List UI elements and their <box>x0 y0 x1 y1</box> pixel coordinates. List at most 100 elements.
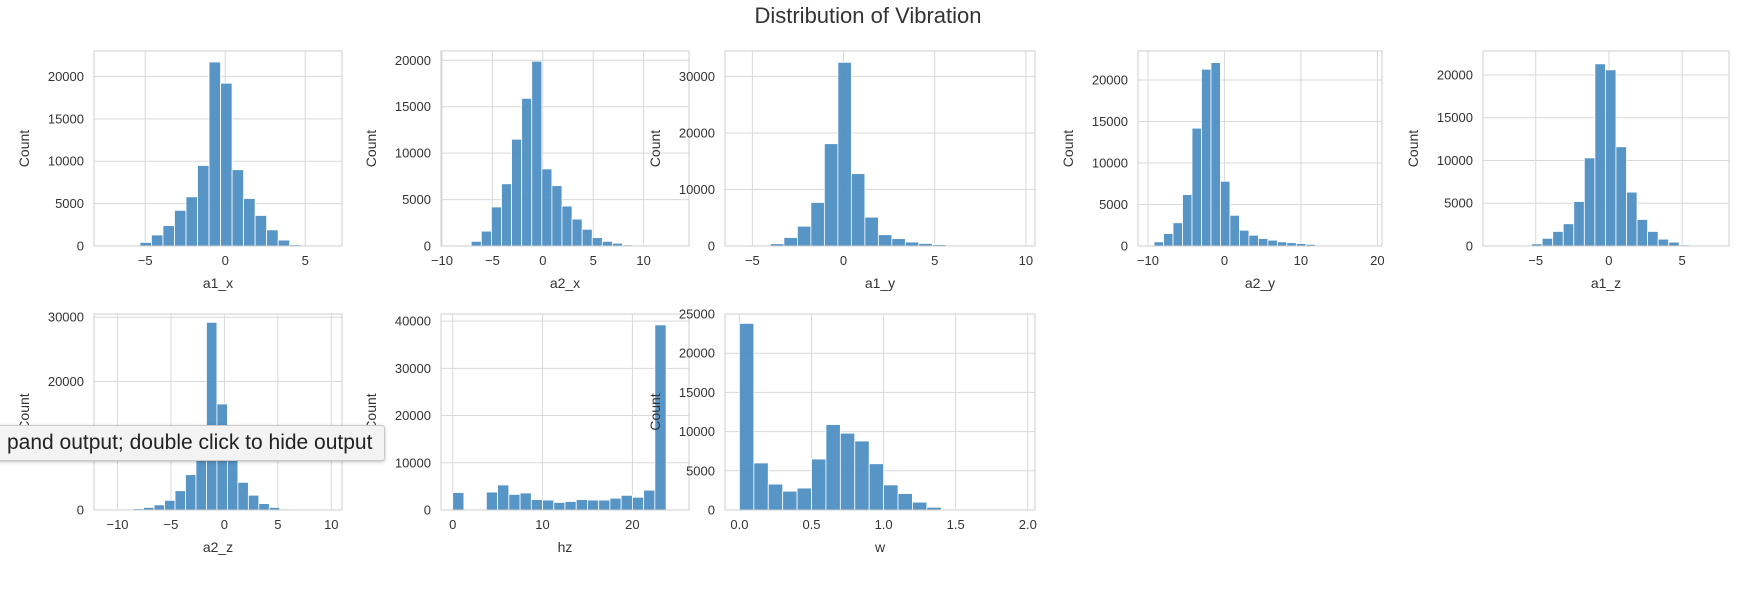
y-tick-label: 5000 <box>1099 197 1128 212</box>
output-toggle-tooltip: pand output; double click to hide output <box>0 425 386 461</box>
y-tick-label: 10000 <box>679 424 715 439</box>
y-tick-label: 5000 <box>686 463 715 478</box>
y-tick-label: 0 <box>708 239 715 254</box>
histogram-bar <box>1647 231 1659 247</box>
histogram-bar <box>208 61 221 247</box>
histogram-bar <box>206 321 218 511</box>
histogram-bar <box>480 230 492 247</box>
histogram-bar <box>258 503 270 511</box>
histogram-8: 0.0 0.5 1.0 1.5 2.0 0 5000 10000 15000 20000 25000… <box>647 307 1037 556</box>
histogram-bar <box>891 238 906 247</box>
histogram-bar <box>782 490 798 511</box>
histogram-bar <box>1267 239 1278 247</box>
histogram-bar <box>197 165 210 247</box>
histogram-bar <box>1615 146 1627 247</box>
x-tick-label: −10 <box>431 253 453 268</box>
histogram-bar <box>174 209 187 247</box>
histogram-bar <box>266 229 279 247</box>
y-tick-label: 20000 <box>48 374 84 389</box>
histogram-bar <box>185 474 197 511</box>
x-tick-label: −10 <box>106 517 128 532</box>
histogram-bar <box>1172 222 1183 247</box>
y-tick-label: 10000 <box>1437 153 1473 168</box>
x-tick-label: 0 <box>840 253 847 268</box>
histogram-bar <box>243 198 256 247</box>
histogram-bar <box>837 61 852 247</box>
histogram-bar <box>139 242 152 247</box>
y-tick-label: 20000 <box>679 346 715 361</box>
axes-frame <box>1137 50 1383 247</box>
histogram-bar <box>277 239 291 247</box>
x-tick-label: 5 <box>931 253 938 268</box>
y-tick-label: 15000 <box>1092 114 1128 129</box>
x-tick-label: 10 <box>535 517 549 532</box>
histogram-bar <box>811 458 827 511</box>
x-tick-label: −10 <box>1137 253 1159 268</box>
histogram-bar <box>470 240 482 247</box>
y-tick-label: 0 <box>424 503 431 518</box>
y-tick-label: 0 <box>424 239 431 254</box>
histogram-5: −5 0 5 0 5000 10000 15000 20000 a1_z Count <box>1405 50 1730 291</box>
y-tick-label: 5000 <box>402 192 431 207</box>
histogram-bar <box>864 216 879 247</box>
x-tick-label: 10 <box>636 253 650 268</box>
histogram-bar <box>609 497 622 511</box>
histogram-bar <box>1594 63 1606 247</box>
x-tick-label: 0 <box>1605 253 1612 268</box>
y-tick-label: 0 <box>77 239 84 254</box>
x-tick-label: 10 <box>324 517 338 532</box>
y-tick-label: 15000 <box>395 99 431 114</box>
histogram-bar <box>174 490 186 511</box>
y-tick-label: 0 <box>77 503 84 518</box>
y-tick-label: 20000 <box>1092 73 1128 88</box>
x-tick-label: 10 <box>1019 253 1033 268</box>
y-tick-label: 0 <box>1121 239 1128 254</box>
histogram-bar <box>1182 194 1193 247</box>
x-tick-label: 5 <box>302 253 309 268</box>
y-tick-label: 10000 <box>395 455 431 470</box>
histogram-bar <box>1257 238 1269 247</box>
histogram-bar <box>904 241 920 247</box>
histogram-bar <box>620 494 633 511</box>
histogram-bar <box>508 494 521 511</box>
histogram-bar <box>501 183 512 247</box>
histogram-bar <box>1583 157 1596 247</box>
histogram-bar <box>1210 62 1221 247</box>
histogram-bar <box>796 487 812 511</box>
histogram-bar <box>598 499 611 511</box>
histogram-bar <box>823 143 839 247</box>
histogram-bar <box>1573 201 1585 247</box>
x-tick-label: 20 <box>1370 253 1384 268</box>
histogram-bar <box>1552 231 1564 247</box>
x-tick-label: 10 <box>1294 253 1308 268</box>
y-tick-label: 5000 <box>55 196 84 211</box>
histogram-2: −10 −5 0 5 10 0 5000 10000 15000 20000 a2_x Count <box>363 50 690 291</box>
y-tick-label: 25000 <box>679 307 715 322</box>
histogram-bar <box>739 323 755 511</box>
y-tick-label: 30000 <box>679 69 715 84</box>
histogram-bar <box>850 173 866 247</box>
histogram-bar <box>553 502 566 511</box>
histogram-bar <box>491 206 502 247</box>
histogram-bar <box>854 440 870 511</box>
y-tick-label: 20000 <box>48 69 84 84</box>
y-axis-label: Count <box>16 393 32 430</box>
histogram-bar <box>1657 238 1670 247</box>
axes-frame <box>440 313 690 511</box>
histogram-bar <box>1239 229 1250 247</box>
histogram-bar <box>564 501 577 511</box>
figure-title: Distribution of Vibration <box>754 3 981 28</box>
histogram-bar <box>519 492 532 511</box>
histogram-bar <box>1201 68 1212 247</box>
histogram-bar <box>231 169 245 247</box>
histogram-bar <box>1276 241 1288 247</box>
histogram-bar <box>1605 69 1617 247</box>
histogram-bar <box>511 138 523 247</box>
histogram-bar <box>247 494 260 511</box>
histogram-bar <box>254 215 268 247</box>
histogram-bar <box>810 202 825 247</box>
histogram-bar <box>571 218 583 247</box>
x-tick-label: 0.5 <box>802 517 820 532</box>
tooltip-text: pand output; double click to hide output <box>7 431 373 454</box>
histogram-bar <box>531 60 543 247</box>
